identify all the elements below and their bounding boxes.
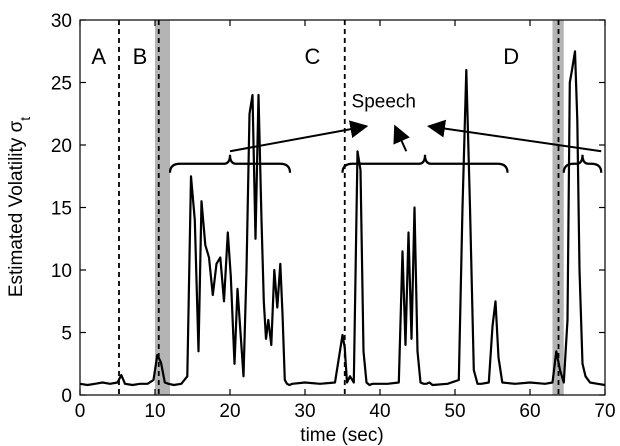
marker-a: A	[91, 44, 106, 69]
segment-markers: A B C D	[91, 44, 519, 69]
y-axis-subscript: t	[17, 117, 33, 121]
y-tick-label: 25	[51, 74, 72, 95]
marker-c: C	[305, 44, 321, 69]
y-tick-label: 15	[51, 199, 72, 220]
speech-arrow	[229, 120, 369, 153]
shaded-band	[552, 20, 564, 395]
y-tick-label: 10	[51, 261, 72, 282]
y-tick-label: 5	[61, 324, 72, 345]
x-tick-label: 50	[444, 401, 465, 422]
x-tick-label: 70	[594, 401, 615, 422]
x-tick-label: 20	[219, 401, 240, 422]
speech-annotation	[168, 119, 603, 173]
x-tick-label: 10	[144, 401, 165, 422]
marker-b: B	[133, 44, 148, 69]
y-axis-title: Estimated Volatility σt	[6, 117, 33, 297]
axis-ticks: 0 10 20 30 40 50 60 70 0 5 10 15 20 25 30	[51, 11, 616, 422]
shaded-bands	[155, 20, 564, 395]
y-tick-label: 0	[61, 386, 72, 407]
x-tick-label: 60	[519, 401, 540, 422]
y-tick-label: 20	[51, 136, 72, 157]
x-tick-label: 40	[369, 401, 390, 422]
y-tick-label: 30	[51, 11, 72, 32]
speech-brace	[168, 154, 292, 173]
speech-brace	[341, 154, 509, 173]
annotation-speech: Speech	[352, 92, 416, 113]
shaded-band	[155, 20, 170, 395]
speech-arrow	[426, 119, 602, 153]
x-tick-label: 0	[75, 401, 86, 422]
speech-arrow	[393, 124, 410, 152]
marker-d: D	[503, 44, 519, 69]
series-line	[79, 50, 606, 387]
x-tick-label: 30	[294, 401, 315, 422]
x-axis-title: time (sec)	[300, 425, 383, 446]
speech-brace	[562, 154, 603, 173]
